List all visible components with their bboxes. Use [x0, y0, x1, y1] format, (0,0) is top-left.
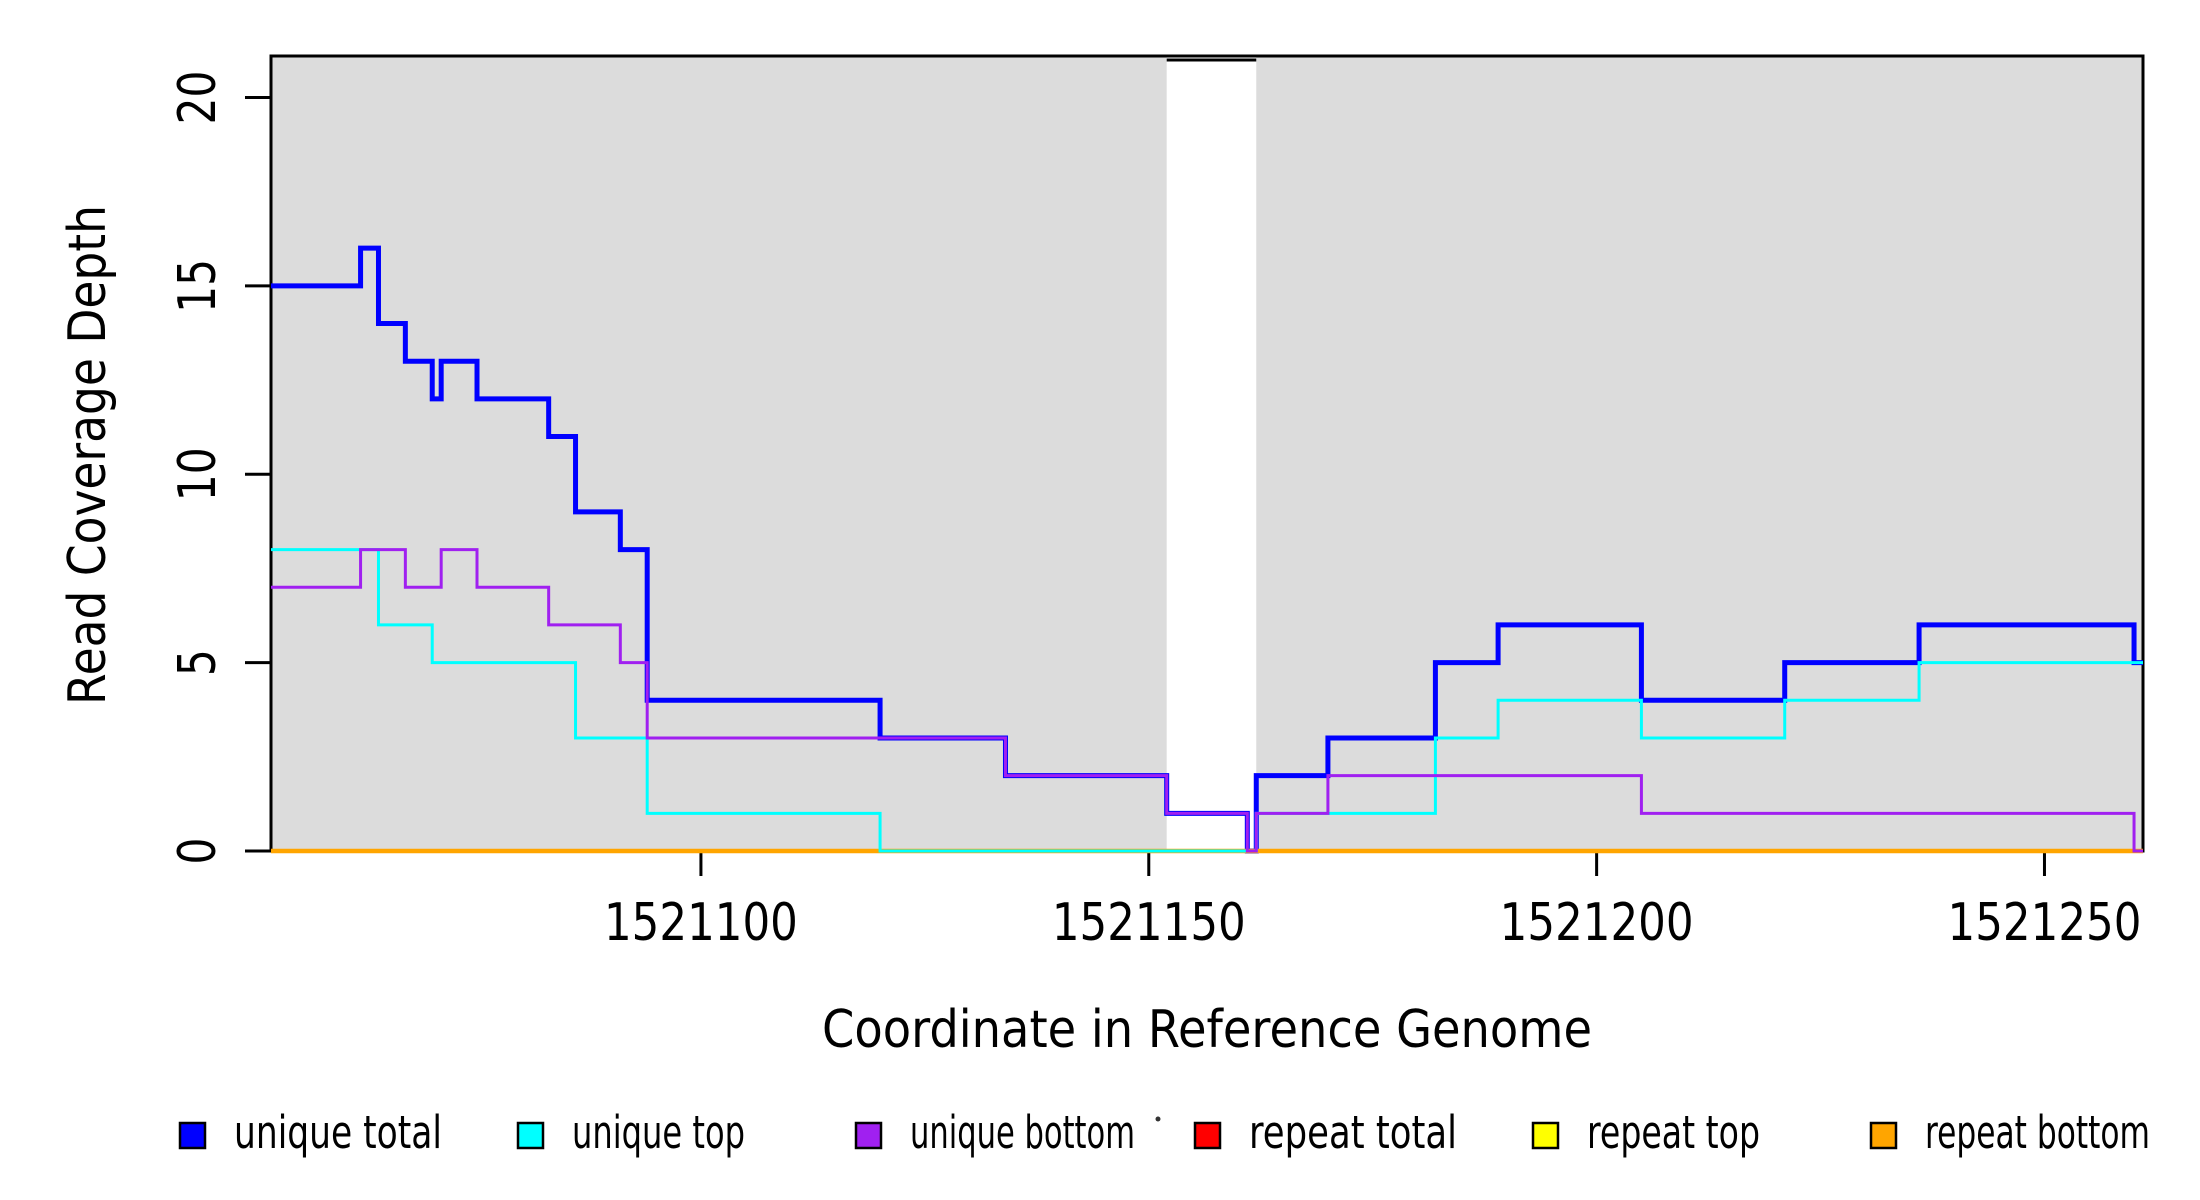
- x-tick-label: 1521150: [1052, 893, 1246, 953]
- y-tick-label: 10: [168, 447, 228, 501]
- stray-dot: [1155, 1116, 1161, 1122]
- legend-label-unique-bottom: unique bottom: [910, 1106, 1135, 1159]
- axis-ticks-group: 1521100 1521150 1521200 1521250 0 5 10 15 20: [168, 70, 2141, 953]
- legend-swatch-repeat-bottom: [1869, 1121, 1898, 1150]
- plot-background-group: [271, 56, 2143, 851]
- legend-label-unique-top: unique top: [572, 1106, 745, 1159]
- y-tick-label: 0: [168, 838, 228, 865]
- x-tick-label: 1521200: [1500, 893, 1694, 953]
- legend-swatch-repeat-total: [1193, 1121, 1222, 1150]
- y-axis-title: Read Coverage Depth: [58, 205, 118, 705]
- legend-item-unique-top: unique top: [516, 1106, 745, 1159]
- unshaded-gap-region: [1166, 56, 1257, 851]
- legend-item-unique-total: unique total: [178, 1106, 442, 1159]
- y-tick-label: 20: [168, 70, 228, 124]
- y-tick-label: 5: [168, 649, 228, 676]
- legend-label-repeat-total: repeat total: [1249, 1106, 1457, 1159]
- legend-label-repeat-top: repeat top: [1587, 1106, 1760, 1159]
- x-tick-label: 1521250: [1948, 893, 2142, 953]
- legend-swatch-repeat-top: [1531, 1121, 1560, 1150]
- series-lines-group: [271, 245, 2143, 854]
- series-line-unique-bottom: [271, 548, 2143, 853]
- legend-item-repeat-top: repeat top: [1531, 1106, 1760, 1159]
- legend-swatch-unique-total: [178, 1121, 207, 1150]
- legend-label-repeat-bottom: repeat bottom: [1925, 1106, 2150, 1159]
- legend-item-unique-bottom: unique bottom: [854, 1106, 1135, 1159]
- legend: unique total unique top unique bottom re…: [178, 1106, 2150, 1159]
- y-tick-label: 15: [168, 259, 228, 313]
- x-tick-label: 1521100: [604, 893, 798, 953]
- legend-item-repeat-total: repeat total: [1193, 1106, 1457, 1159]
- x-axis-title: Coordinate in Reference Genome: [822, 1000, 1592, 1060]
- legend-swatch-unique-top: [516, 1121, 545, 1150]
- legend-item-repeat-bottom: repeat bottom: [1869, 1106, 2150, 1159]
- legend-label-unique-total: unique total: [234, 1106, 442, 1159]
- legend-swatch-unique-bottom: [854, 1121, 883, 1150]
